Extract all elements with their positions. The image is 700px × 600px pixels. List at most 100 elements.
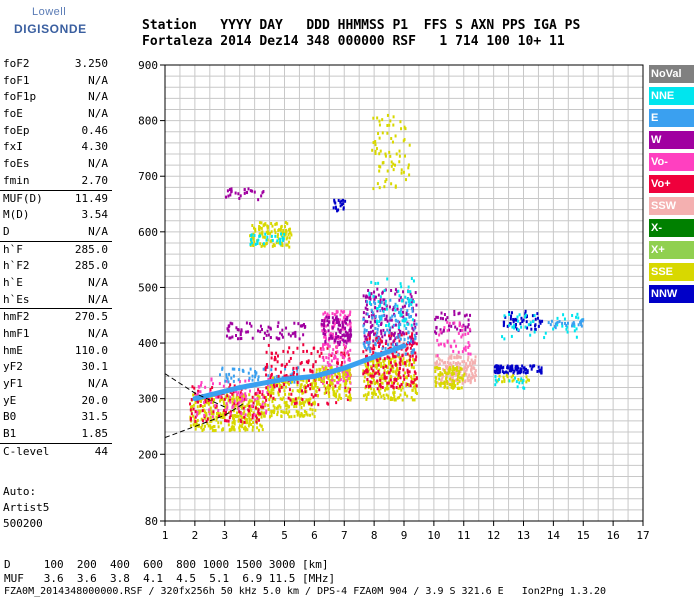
echo-point — [443, 368, 446, 372]
echo-point — [370, 280, 373, 284]
echo-point — [317, 403, 320, 407]
echo-point — [405, 347, 408, 351]
echo-point — [516, 315, 519, 319]
echo-point — [257, 410, 260, 414]
echo-point — [305, 360, 308, 364]
echo-point — [372, 369, 375, 373]
echo-point — [245, 398, 248, 402]
echo-point — [335, 336, 338, 340]
echo-point — [252, 232, 255, 236]
echo-point — [326, 346, 329, 350]
echo-point — [375, 147, 378, 151]
y-tick-label: 300 — [138, 393, 158, 406]
echo-point — [397, 376, 400, 380]
param-value: N/A — [88, 73, 108, 87]
echo-point — [367, 345, 370, 349]
echo-point — [377, 389, 380, 393]
x-tick-label: 13 — [517, 529, 530, 542]
echo-point — [389, 358, 392, 362]
echo-point — [373, 295, 376, 299]
echo-point — [344, 326, 347, 330]
echo-point — [371, 395, 374, 399]
echo-point — [382, 328, 385, 332]
echo-point — [505, 373, 508, 377]
echo-point — [458, 380, 461, 384]
echo-point — [288, 415, 291, 419]
echo-point — [405, 359, 408, 363]
echo-point — [369, 330, 372, 334]
echo-point — [380, 395, 383, 399]
echo-point — [399, 120, 402, 124]
echo-point — [248, 419, 251, 423]
echo-point — [195, 420, 198, 424]
echo-point — [292, 351, 295, 355]
echo-point — [328, 353, 331, 357]
echo-point — [442, 361, 445, 365]
echo-point — [341, 321, 344, 325]
echo-point — [237, 407, 240, 411]
echo-point — [464, 363, 467, 367]
echo-point — [249, 413, 252, 417]
echo-point — [253, 240, 256, 244]
echo-point — [467, 331, 470, 335]
echo-point — [345, 374, 348, 378]
echo-point — [320, 348, 323, 352]
echo-point — [506, 366, 509, 370]
echo-point — [279, 242, 282, 246]
echo-point — [367, 380, 370, 384]
echo-point — [234, 414, 237, 417]
echo-point — [340, 396, 343, 400]
echo-point — [343, 382, 346, 386]
echo-point — [264, 365, 267, 369]
echo-point — [214, 405, 217, 409]
echo-point — [405, 326, 408, 330]
echo-point — [362, 369, 365, 373]
echo-point — [383, 369, 386, 373]
echo-point — [448, 321, 451, 325]
param-value: 11.49 — [74, 191, 108, 205]
param-row: C-level 44 — [0, 442, 112, 461]
echo-point — [372, 388, 375, 392]
echo-point — [333, 356, 336, 360]
echo-point — [577, 316, 580, 320]
echo-point — [455, 356, 458, 360]
echo-point — [494, 378, 497, 382]
echo-point — [287, 233, 290, 237]
echo-point — [260, 221, 263, 225]
echo-point — [204, 400, 207, 404]
echo-point — [228, 411, 231, 415]
echo-point — [380, 374, 383, 378]
legend-item: E — [649, 109, 694, 127]
echo-point — [370, 359, 373, 363]
legend-item: Vo+ — [649, 175, 694, 193]
echo-point — [343, 356, 346, 360]
echo-point — [332, 335, 335, 339]
echo-point — [539, 368, 542, 372]
echo-point — [246, 421, 249, 425]
echo-point — [275, 375, 278, 379]
x-tick-label: 15 — [577, 529, 590, 542]
echo-point — [252, 401, 255, 405]
echo-point — [237, 328, 240, 332]
echo-point — [323, 342, 326, 346]
echo-point — [566, 325, 569, 329]
echo-point — [272, 383, 275, 387]
echo-point — [331, 312, 334, 316]
echo-point — [405, 384, 408, 388]
echo-point — [382, 366, 385, 370]
echo-point — [389, 119, 392, 123]
echo-point — [265, 350, 268, 354]
echo-point — [386, 123, 389, 127]
echo-point — [458, 324, 461, 328]
echo-point — [533, 330, 536, 334]
echo-point — [411, 333, 414, 337]
muf-row: MUF 3.6 3.6 3.8 4.1 4.5 5.1 6.9 11.5 [MH… — [4, 572, 336, 585]
echo-point — [501, 380, 504, 384]
echo-point — [257, 428, 260, 432]
echo-point — [278, 228, 281, 232]
echo-point — [210, 397, 213, 401]
echo-point — [399, 282, 402, 286]
echo-point — [322, 358, 325, 362]
echo-point — [385, 376, 388, 380]
echo-point — [320, 351, 323, 355]
